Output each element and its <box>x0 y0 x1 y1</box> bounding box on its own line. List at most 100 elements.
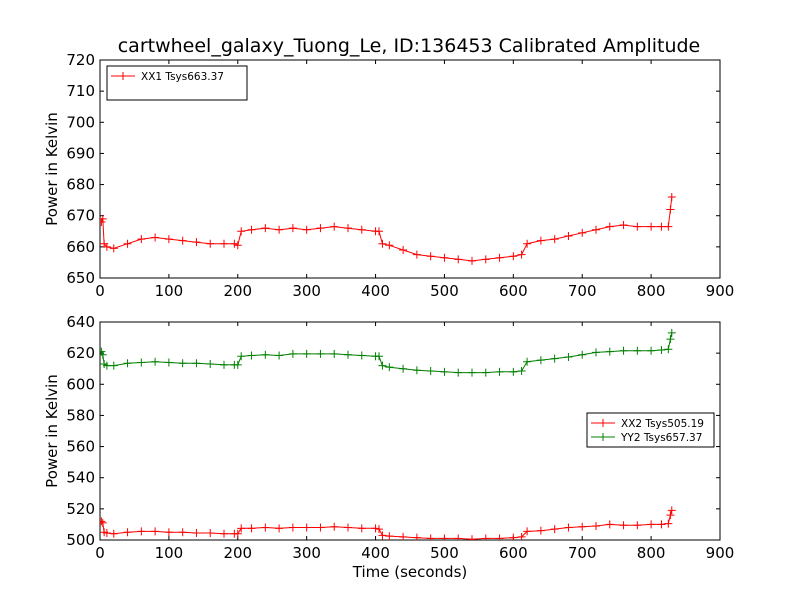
data-point <box>233 241 242 250</box>
data-point <box>357 351 366 360</box>
data-point <box>233 529 242 538</box>
data-point <box>109 244 118 253</box>
legend-box <box>586 412 715 448</box>
data-point <box>666 511 675 520</box>
y-tick-label: 520 <box>66 500 95 518</box>
data-point <box>399 245 408 254</box>
legend-label: XX2 Tsys505.19 <box>621 418 704 430</box>
x-tick-label: 800 <box>637 282 666 300</box>
data-point <box>288 349 297 358</box>
series-1 <box>100 193 676 265</box>
data-point <box>536 526 545 535</box>
data-point <box>371 524 380 533</box>
legend-marker <box>119 72 127 80</box>
data-point <box>578 350 587 359</box>
data-point <box>123 528 132 537</box>
data-point <box>102 528 111 537</box>
data-point <box>151 527 160 536</box>
data-point <box>288 523 297 532</box>
x-tick-label: 300 <box>292 282 321 300</box>
legend: XX1 Tsys663.37 <box>106 65 248 101</box>
data-point <box>633 346 642 355</box>
data-point <box>605 520 614 529</box>
data-point <box>481 534 490 540</box>
data-point <box>164 358 173 367</box>
data-point <box>578 522 587 531</box>
data-point <box>102 242 111 251</box>
data-point <box>666 335 675 344</box>
data-point <box>536 356 545 365</box>
data-point <box>230 239 239 248</box>
data-point <box>454 368 463 377</box>
y-tick-label: 580 <box>66 406 95 424</box>
data-point <box>100 350 107 359</box>
y-tick-label: 620 <box>66 344 95 362</box>
data-point <box>288 224 297 233</box>
y-tick-label: 700 <box>66 113 95 131</box>
x-tick-label: 600 <box>499 544 528 562</box>
y-tick-label: 690 <box>66 144 95 162</box>
data-point <box>592 348 600 357</box>
data-point <box>468 535 476 540</box>
data-point <box>605 347 614 356</box>
x-tick-label: 200 <box>223 544 252 562</box>
data-point <box>330 522 339 531</box>
data-point <box>667 328 676 337</box>
y-tick-label: 500 <box>66 531 95 549</box>
data-point <box>261 523 270 532</box>
data-point <box>237 524 246 533</box>
y-tick-label: 600 <box>66 375 95 393</box>
data-point <box>481 368 490 377</box>
data-point <box>523 527 532 536</box>
data-point <box>375 227 383 236</box>
data-point <box>454 534 463 540</box>
data-point <box>412 366 421 375</box>
y-tick-label: 640 <box>66 313 95 331</box>
data-point <box>375 525 383 534</box>
data-point <box>619 346 628 355</box>
data-point <box>385 363 394 372</box>
data-point <box>164 235 173 244</box>
data-point <box>412 533 421 540</box>
data-point <box>440 367 449 376</box>
x-tick-label: 700 <box>568 282 597 300</box>
data-point <box>509 533 518 540</box>
chart-title: cartwheel_galaxy_Tuong_Le, ID:136453 Cal… <box>118 35 701 57</box>
data-point <box>378 239 387 248</box>
data-point <box>667 506 676 515</box>
data-point <box>378 531 387 540</box>
data-point <box>302 225 311 234</box>
data-point <box>178 359 187 368</box>
data-point <box>247 524 256 533</box>
plot-frame <box>99 59 721 279</box>
plot-frame <box>99 321 721 541</box>
data-point <box>633 222 642 231</box>
data-point <box>109 529 118 538</box>
bottom-panel: 0 100 200 300 400 500 600 700 800 900 500 520 540 560… <box>43 313 734 562</box>
data-point <box>592 225 600 234</box>
data-point <box>412 250 421 259</box>
data-point <box>178 236 187 245</box>
data-point <box>509 367 518 376</box>
data-point <box>647 346 656 355</box>
top-panel: 0 100 200 300 400 500 600 700 800 900 650 660 670 680… <box>43 51 734 300</box>
data-point <box>261 224 270 233</box>
data-point <box>192 359 201 368</box>
x-tick-label: 900 <box>706 544 735 562</box>
x-tick-label: 700 <box>568 544 597 562</box>
data-point <box>657 520 666 529</box>
y-tick-label: 560 <box>66 438 95 456</box>
y-tick-label: 720 <box>66 51 95 69</box>
data-point <box>247 225 256 234</box>
data-point <box>495 367 504 376</box>
data-point <box>517 532 526 540</box>
data-point <box>647 520 656 529</box>
legend-label: YY2 Tsys657.37 <box>620 432 702 444</box>
y-tick-label: 540 <box>66 469 95 487</box>
series-2 <box>100 328 676 377</box>
data-point <box>275 225 284 234</box>
x-tick-label: 500 <box>430 544 459 562</box>
data-point <box>517 250 526 259</box>
data-point <box>667 193 676 202</box>
